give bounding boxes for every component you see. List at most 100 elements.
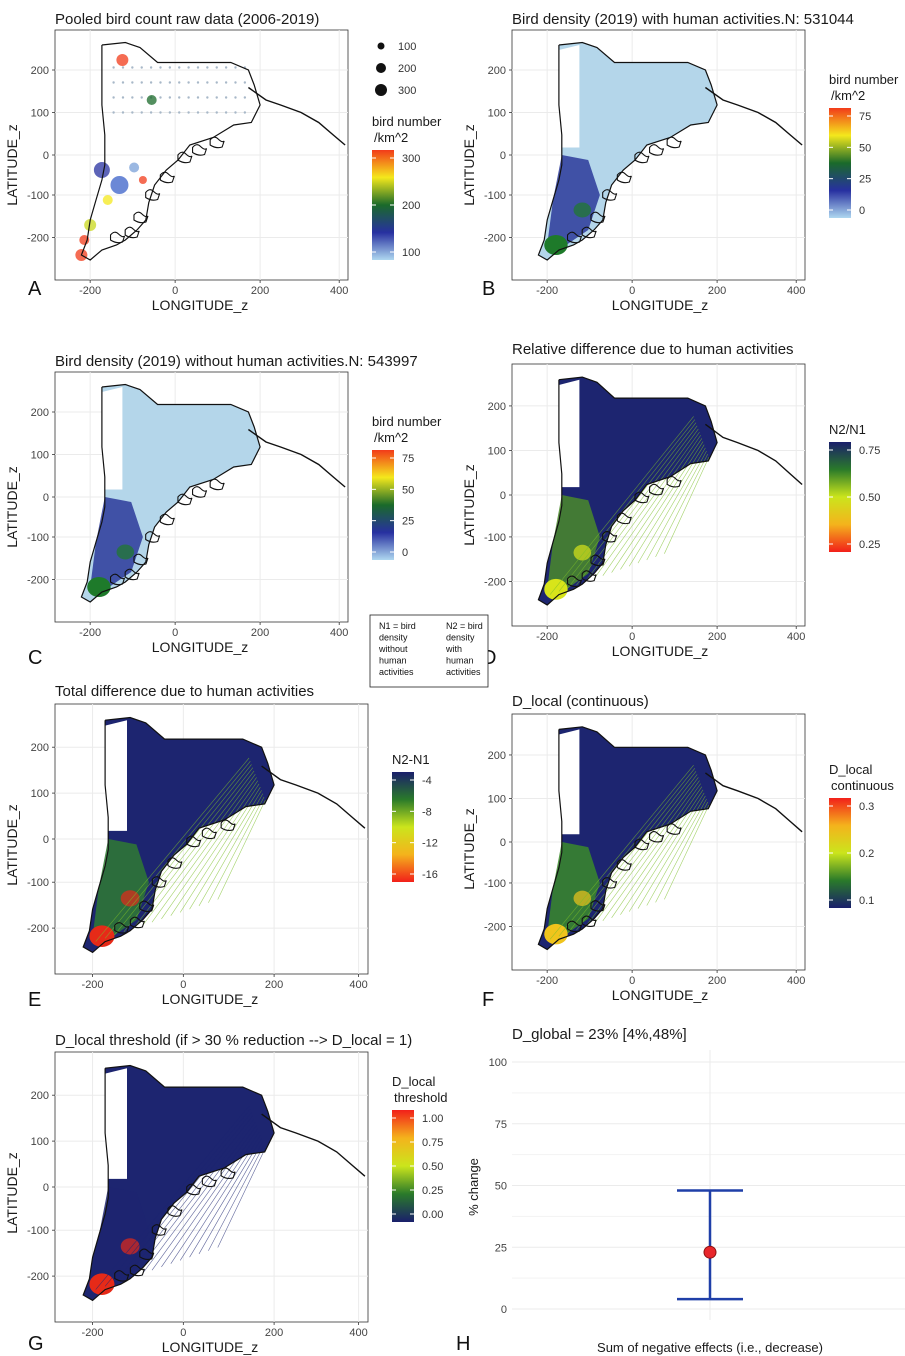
- island-outline: [581, 915, 597, 928]
- note-n2-line: activities: [446, 667, 481, 677]
- hotspot: [573, 202, 592, 218]
- coastline: [704, 772, 803, 833]
- study-area-outline: [82, 716, 275, 954]
- panel-title: D_global = 23% [4%,48%]: [512, 1026, 687, 1043]
- colorbar-label: 0.3: [859, 801, 874, 813]
- sample-point: [187, 66, 190, 69]
- y-axis-label: % change: [466, 1158, 481, 1216]
- y-tick-label: 0: [43, 492, 49, 504]
- size-legend-label: 100: [398, 41, 416, 53]
- note-n2-line: with: [445, 644, 462, 654]
- x-axis-label: LONGITUDE_z: [162, 1339, 258, 1355]
- note-box: [369, 614, 489, 688]
- island-outline: [192, 486, 208, 498]
- sample-point: [149, 111, 153, 114]
- y-tick-label: 50: [495, 1181, 507, 1193]
- sample-point: [140, 111, 143, 114]
- shipping-lane: [208, 796, 265, 903]
- island-outline: [177, 151, 193, 164]
- shipping-lane: [602, 783, 701, 922]
- legend-title: bird number: [372, 414, 442, 429]
- sample-point: [121, 111, 125, 114]
- coastal-band: [547, 495, 600, 595]
- island-outline: [159, 513, 175, 526]
- colorbar-label: 25: [402, 516, 414, 528]
- x-tick-label: 0: [629, 631, 635, 643]
- shipping-lane: [114, 764, 252, 936]
- shipping-lane: [655, 453, 708, 557]
- x-tick-label: -200: [536, 975, 558, 987]
- colorbar: [392, 1110, 414, 1222]
- sample-point: [215, 81, 218, 84]
- island-outline: [566, 575, 583, 588]
- panel-title: D_local threshold (if > 30 % reduction -…: [55, 1032, 412, 1049]
- sample-point: [110, 176, 129, 194]
- unsurveyed-area: [558, 729, 580, 835]
- coastline: [704, 86, 803, 146]
- x-tick-label: 200: [708, 975, 726, 987]
- sample-point: [234, 111, 237, 114]
- island-outline: [109, 573, 126, 586]
- y-tick-label: -200: [27, 575, 49, 587]
- y-tick-label: 200: [488, 401, 506, 413]
- x-tick-label: -200: [536, 285, 558, 297]
- legend-subtitle: /km^2: [374, 130, 408, 145]
- colorbar-label: -8: [422, 806, 432, 818]
- sample-point: [196, 81, 200, 84]
- shipping-lane: [198, 793, 264, 907]
- colorbar-label: 75: [402, 453, 414, 465]
- x-tick-label: -200: [79, 285, 101, 297]
- y-tick-label: 0: [500, 837, 506, 849]
- shipping-lane: [189, 1138, 262, 1258]
- island-outline: [616, 171, 632, 184]
- y-tick-label: 100: [488, 793, 506, 805]
- shipping-lane: [576, 425, 698, 586]
- y-axis-label: LATITUDE_z: [461, 124, 477, 205]
- shipping-lane: [217, 1147, 266, 1248]
- sample-point: [234, 66, 237, 69]
- island-outline: [566, 231, 583, 244]
- study-area-outline: [80, 383, 261, 603]
- panel-b: Bird density (2019) with human activitie…: [461, 11, 899, 313]
- sample-point: [215, 111, 218, 114]
- panel-title: Relative difference due to human activit…: [512, 341, 794, 358]
- coastal-band: [92, 1187, 149, 1290]
- panel-letter: B: [482, 278, 495, 300]
- shipping-lane: [549, 416, 694, 595]
- y-tick-label: 200: [31, 1090, 49, 1102]
- shipping-lane: [646, 450, 707, 561]
- coastal-band: [90, 497, 143, 592]
- sample-point: [243, 81, 247, 84]
- sample-point: [140, 81, 143, 84]
- colorbar-label: 0.2: [859, 848, 874, 860]
- y-tick-label: 0: [500, 490, 506, 502]
- shipping-lane: [628, 792, 705, 912]
- shipping-lane: [95, 1105, 250, 1290]
- y-axis-label: LATITUDE_z: [461, 464, 477, 545]
- hotspot: [89, 925, 115, 947]
- island-outline: [145, 531, 161, 543]
- x-tick-label: 200: [265, 979, 283, 991]
- island-outline: [186, 1183, 202, 1196]
- y-tick-label: 100: [488, 108, 506, 120]
- island-outline: [124, 226, 140, 239]
- island-outline: [201, 827, 217, 840]
- shipping-lane: [179, 1134, 261, 1261]
- colorbar-label: 25: [859, 174, 871, 186]
- shipping-lane: [217, 799, 266, 900]
- sample-point: [187, 111, 190, 114]
- size-legend-dot: [375, 84, 387, 96]
- island-outline: [129, 1264, 145, 1277]
- island-outline: [602, 189, 618, 201]
- colorbar-label: 0.50: [422, 1161, 443, 1173]
- x-tick-label: 200: [265, 1327, 283, 1339]
- study-area-outline: [82, 1064, 275, 1302]
- x-tick-label: 0: [172, 285, 178, 297]
- x-axis-label: LONGITUDE_z: [612, 643, 708, 659]
- panel-letter: E: [28, 989, 41, 1011]
- x-tick-label: -200: [82, 1327, 104, 1339]
- shipping-lane: [95, 757, 250, 942]
- colorbar-label: 0: [859, 205, 865, 217]
- shipping-lane: [179, 786, 261, 913]
- panel-title: Total difference due to human activities: [55, 683, 314, 700]
